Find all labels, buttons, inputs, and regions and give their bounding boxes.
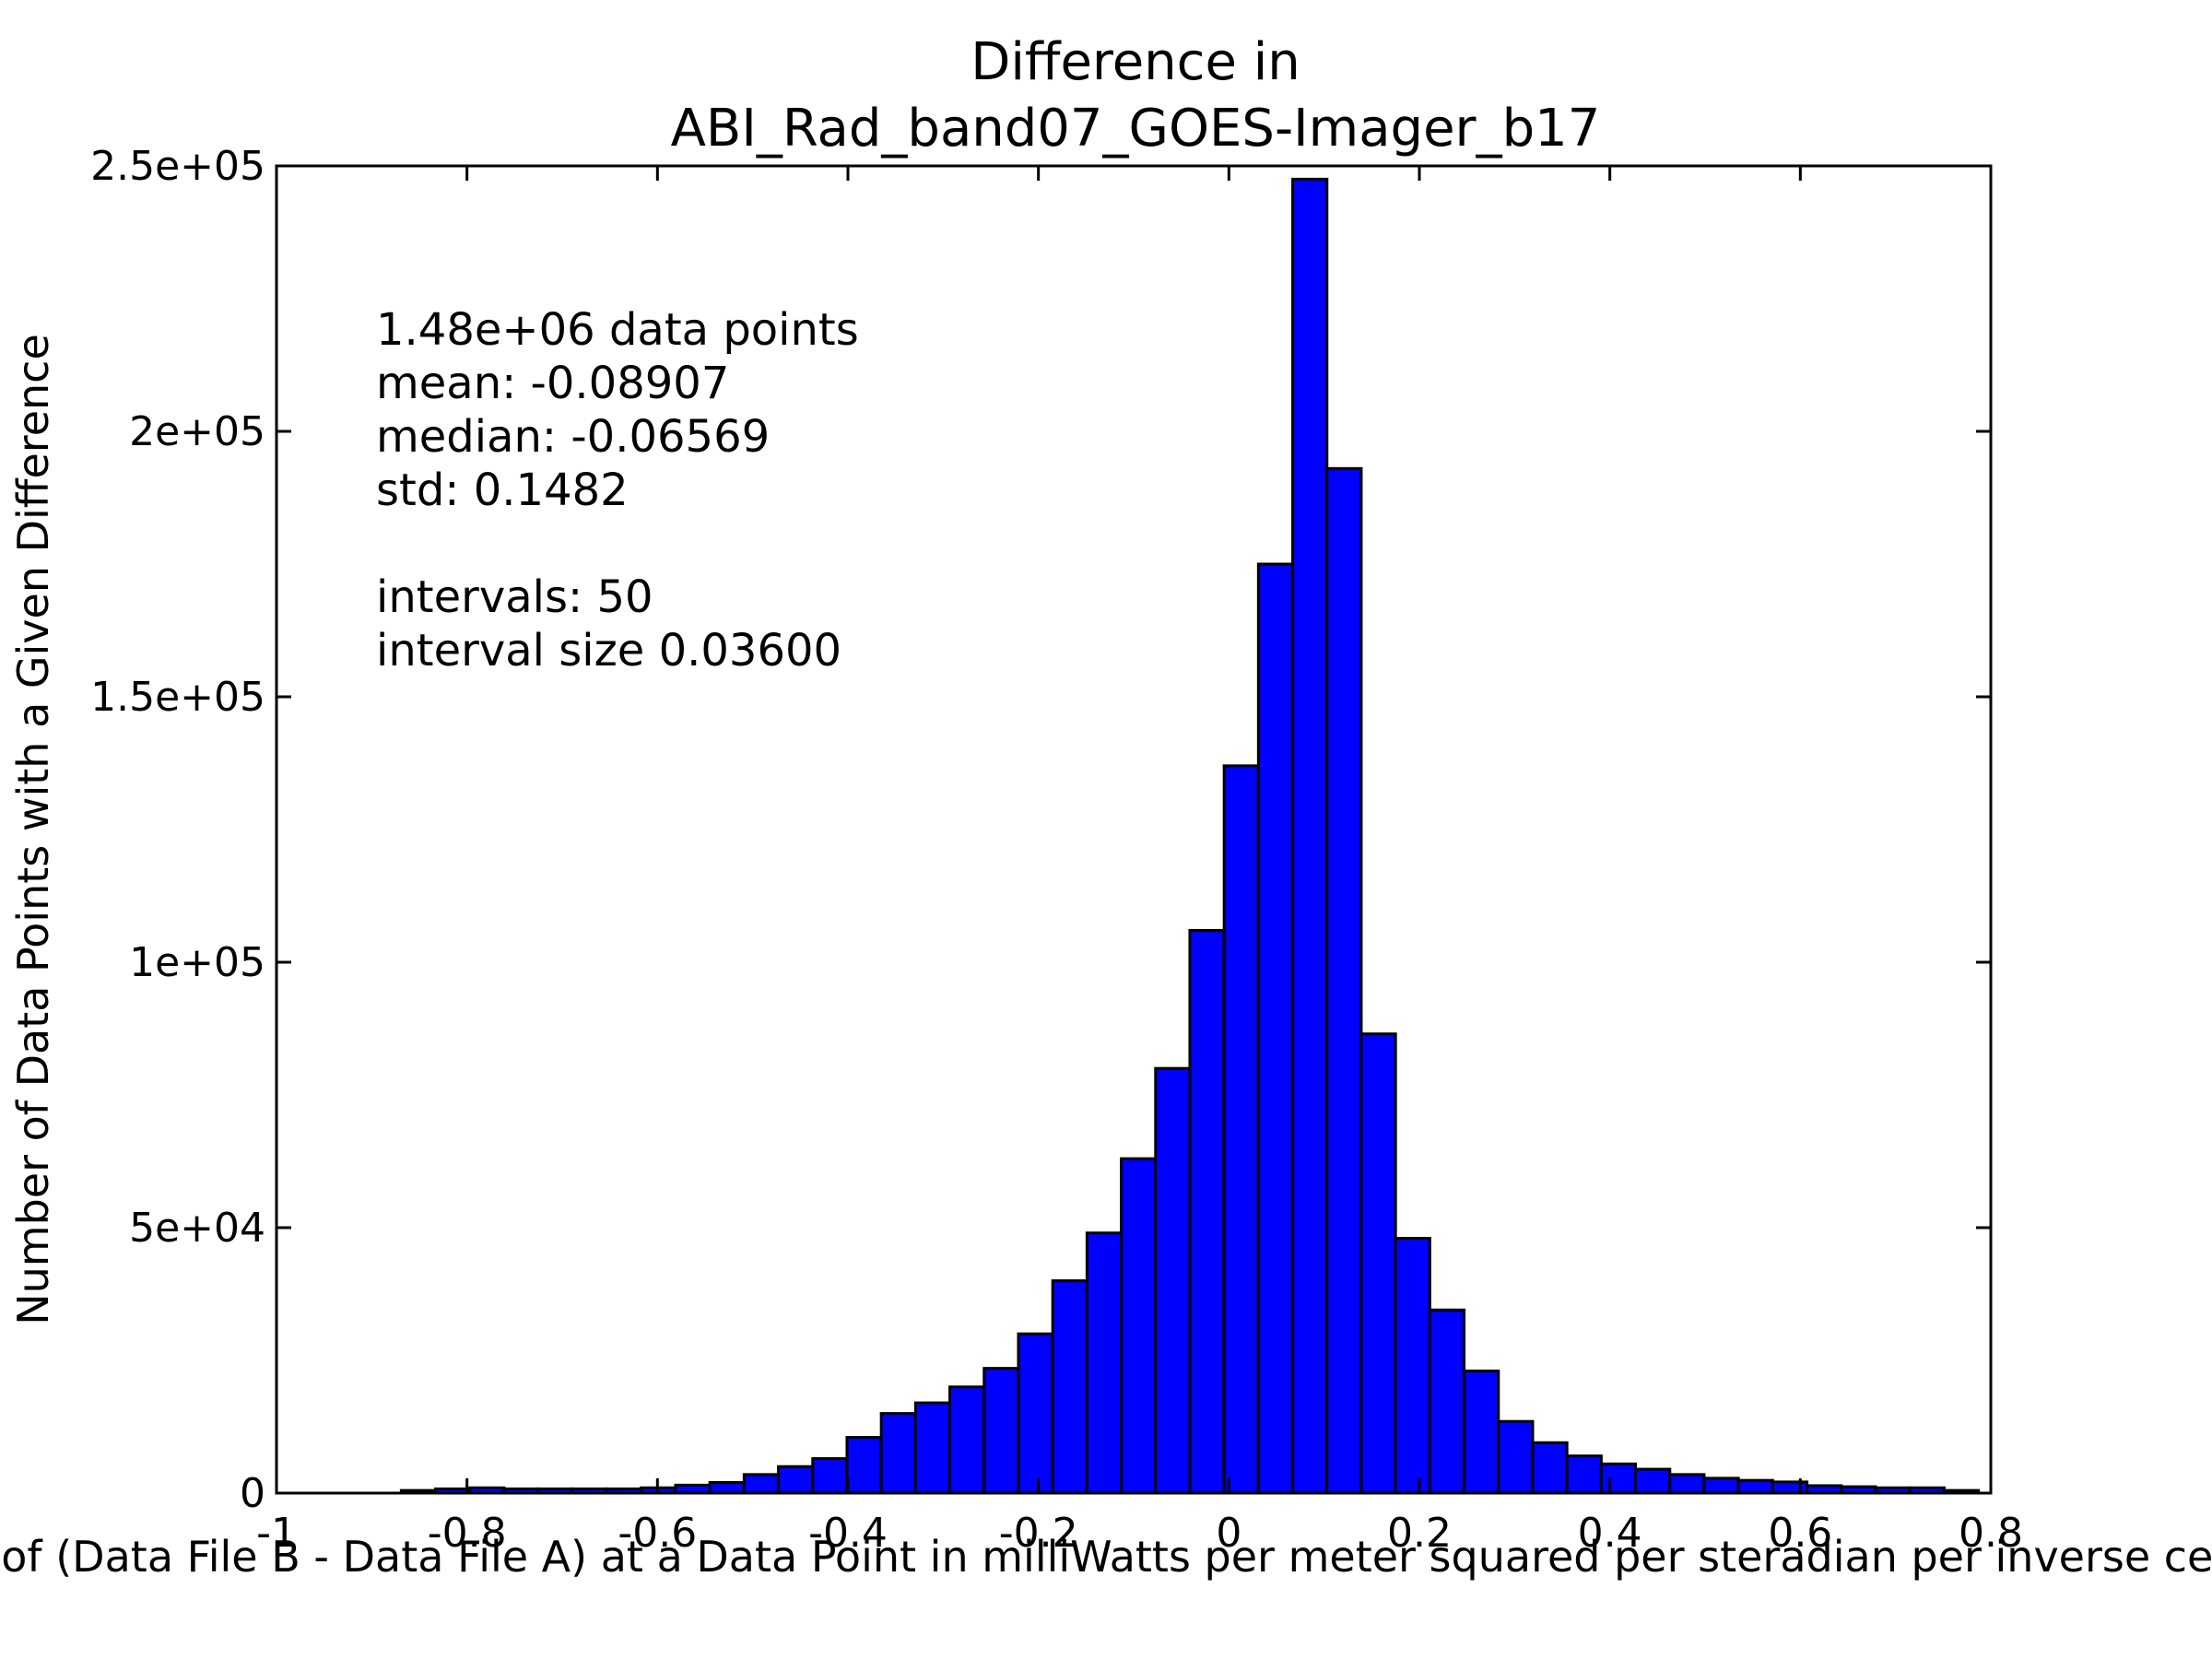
stats-line: intervals: 50 bbox=[376, 571, 653, 623]
histogram-bar bbox=[1565, 1454, 1603, 1495]
y-tick-label: 5e+04 bbox=[129, 1205, 265, 1252]
x-tick-label: -0.4 bbox=[808, 1510, 888, 1557]
x-tick-label: -0.6 bbox=[618, 1510, 697, 1557]
histogram-bar bbox=[1771, 1480, 1809, 1495]
y-tick-label: 0 bbox=[240, 1470, 265, 1517]
x-tick-label: 0.4 bbox=[1578, 1510, 1642, 1557]
stats-line: mean: -0.08907 bbox=[376, 358, 729, 409]
histogram-bar bbox=[1325, 466, 1363, 1495]
chart-title-line-2: ABI_Rad_band07_GOES-Imager_b17 bbox=[671, 99, 1601, 159]
chart-title-line-1: Difference in bbox=[971, 32, 1300, 92]
histogram-bar bbox=[777, 1465, 815, 1495]
histogram-bar bbox=[845, 1436, 883, 1495]
y-tick-label: 2.5e+05 bbox=[90, 143, 265, 190]
y-axis-ticks: 0 5e+04 1e+05 1.5e+05 2e+05 2.5e+05 bbox=[90, 143, 1991, 1517]
histogram-bar bbox=[1599, 1462, 1638, 1495]
histogram-bar bbox=[948, 1385, 986, 1495]
histogram-bar bbox=[982, 1367, 1020, 1495]
bars-group bbox=[399, 177, 1981, 1495]
y-tick-label: 1e+05 bbox=[129, 939, 265, 986]
x-axis-label: Value of (Data File B - Data File A) at … bbox=[0, 1532, 2212, 1582]
x-tick-label: 0.6 bbox=[1768, 1510, 1832, 1557]
stats-line: interval size 0.03600 bbox=[376, 625, 841, 677]
histogram-bar bbox=[1394, 1237, 1431, 1495]
histogram-bar bbox=[1634, 1467, 1672, 1495]
x-tick-label: 0.2 bbox=[1387, 1510, 1452, 1557]
y-axis-label: Number of Data Points with a Given Diffe… bbox=[8, 334, 58, 1325]
histogram-bar bbox=[1256, 562, 1295, 1495]
x-tick-label: -0.2 bbox=[999, 1510, 1078, 1557]
stats-line: std: 0.1482 bbox=[376, 465, 629, 516]
histogram-bar bbox=[1702, 1477, 1740, 1495]
histogram-bar bbox=[1154, 1066, 1192, 1495]
x-tick-label: -0.8 bbox=[428, 1510, 507, 1557]
histogram-bar bbox=[1017, 1332, 1054, 1495]
histogram-bar bbox=[1531, 1441, 1569, 1495]
histogram-bar bbox=[742, 1473, 781, 1495]
y-tick-label: 2e+05 bbox=[129, 408, 265, 455]
histogram-bar bbox=[1085, 1231, 1124, 1495]
stats-line: median: -0.06569 bbox=[376, 411, 770, 463]
x-tick-label: 0 bbox=[1216, 1510, 1241, 1557]
histogram-bar bbox=[1463, 1370, 1500, 1495]
plot-frame bbox=[275, 164, 1993, 1495]
y-tick-label: 1.5e+05 bbox=[90, 674, 265, 721]
histogram-bar bbox=[1668, 1473, 1706, 1495]
histogram-bar bbox=[1497, 1419, 1535, 1495]
histogram-bar bbox=[1222, 764, 1260, 1495]
histogram-bar bbox=[1359, 1032, 1397, 1495]
histogram-bar bbox=[1736, 1478, 1774, 1495]
histogram-bar bbox=[1188, 928, 1226, 1495]
histogram-bar bbox=[1291, 177, 1329, 1495]
stats-line: 1.48e+06 data points bbox=[376, 304, 859, 356]
histogram-bar bbox=[811, 1457, 849, 1495]
histogram-bar bbox=[1120, 1157, 1158, 1495]
histogram-bar bbox=[1051, 1279, 1088, 1495]
x-tick-label: 0.8 bbox=[1959, 1510, 2023, 1557]
histogram-bar bbox=[1428, 1308, 1466, 1495]
x-tick-label: -1 bbox=[256, 1510, 297, 1557]
histogram-bar bbox=[708, 1480, 746, 1495]
histogram-bar bbox=[913, 1401, 952, 1495]
histogram-bar bbox=[879, 1412, 917, 1495]
x-axis-ticks: -1 -0.8 -0.6 -0.4 -0.2 0 0.2 0.4 0.6 0.8 bbox=[256, 166, 2023, 1557]
